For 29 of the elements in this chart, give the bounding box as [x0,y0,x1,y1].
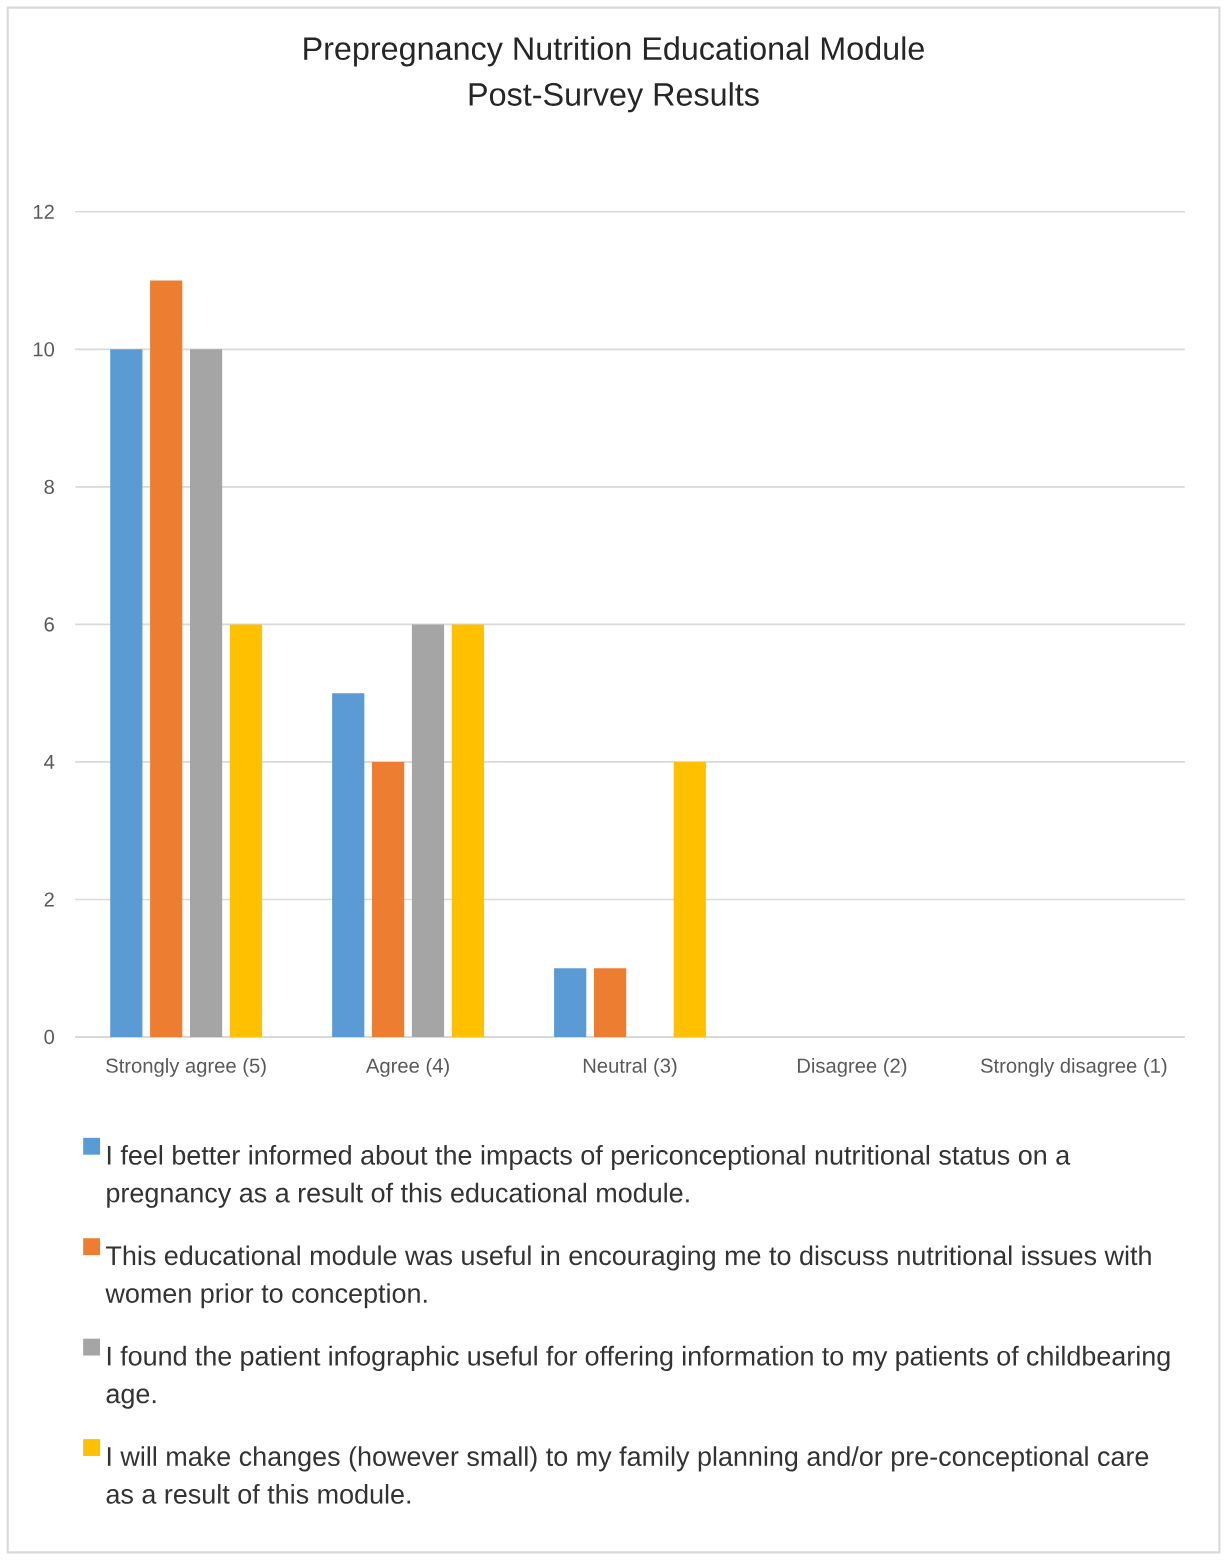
y-tick-label: 2 [44,892,54,907]
y-tick-label: 0 [44,1029,55,1045]
legend-label: I found the patient infographic useful for offering information to my patients of childbearing age. [106,1345,1170,1409]
bar [372,761,405,1037]
y-tick-label: 8 [44,479,54,495]
legend-label: I will make changes (however small) to my family planning and/or pre-conceptional care as a result of this module. [106,1446,1149,1504]
chart-subtitle: Post-Survey Results [469,82,759,113]
y-tick-label: 4 [44,754,55,769]
bar [411,624,445,1037]
y-tick-label: 12 [33,204,54,219]
legend-label: I feel better informed about the impacts of periconceptional nutritional status on a pregnancy as a result of this educational module. [107,1145,1071,1208]
bar [332,693,365,1037]
bar [451,624,484,1037]
x-tick-label: Disagree (2) [797,1058,907,1077]
y-tick-label: 10 [33,342,55,357]
bar [150,280,183,1037]
bar [189,349,223,1037]
chart-title: Prepregnancy Nutrition Educational Module [304,36,924,67]
bar [673,761,706,1037]
x-tick-label: Neutral (3) [583,1058,677,1077]
bar [110,349,143,1037]
bar [229,624,263,1037]
x-tick-label: Strongly agree (5) [106,1058,266,1077]
x-tick-label: Strongly disagree (1) [980,1058,1167,1077]
bar [554,968,587,1037]
y-tick-label: 6 [44,617,54,632]
legend-label: This educational module was useful in encouraging me to discuss nutritional issues with women prior to conception. [105,1245,1151,1309]
x-tick-label: Agree (4) [365,1058,449,1077]
bar [593,968,627,1037]
